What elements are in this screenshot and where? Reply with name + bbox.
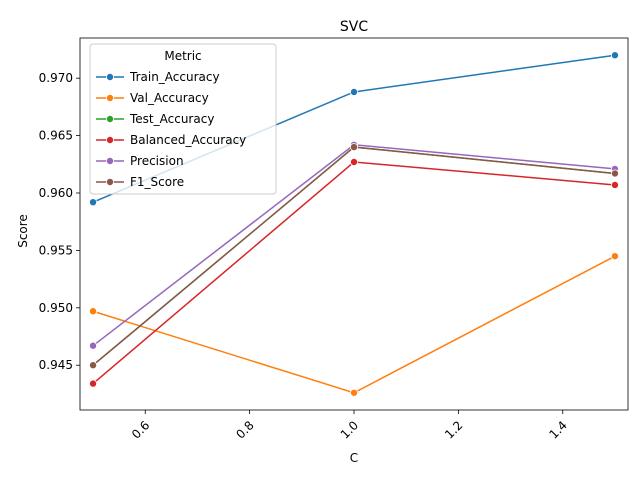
data-point-3-0 [89, 379, 98, 388]
legend-marker-1 [106, 94, 115, 103]
data-point-5-0 [89, 361, 98, 370]
legend-label-2: Test_Accuracy [129, 112, 214, 126]
legend-label-4: Precision [130, 154, 184, 168]
legend: Metric Train_Accuracy Val_Accuracy Test_Acc… [89, 43, 277, 195]
y-tick-label-2: 0.955 [39, 243, 73, 257]
data-point-4-0 [89, 341, 98, 350]
data-point-5-1 [349, 143, 358, 152]
legend-label-3: Balanced_Accuracy [130, 133, 246, 147]
legend-marker-2 [106, 115, 115, 124]
series-layer [89, 51, 619, 397]
y-tick-label-1: 0.950 [39, 301, 73, 315]
data-point-0-0 [89, 198, 98, 207]
y-tick-label-4: 0.965 [39, 129, 73, 143]
x-tick-label-3: 1.2 [442, 418, 465, 441]
series-line-3 [92, 161, 616, 385]
legend-label-1: Val_Accuracy [130, 91, 209, 105]
legend-label-0: Train_Accuracy [129, 70, 220, 84]
y-tick-label-5: 0.970 [39, 71, 73, 85]
data-point-3-1 [349, 157, 358, 166]
x-tick-label-4: 1.4 [546, 418, 569, 441]
data-point-3-2 [610, 180, 619, 189]
y-tick-label-3: 0.960 [39, 186, 73, 200]
data-point-1-1 [349, 388, 358, 397]
series-line-1 [92, 255, 616, 394]
data-point-5-2 [610, 169, 619, 178]
legend-marker-3 [106, 135, 115, 144]
y-axis-label: Score [16, 214, 30, 248]
legend-marker-5 [106, 177, 115, 186]
data-point-0-2 [610, 51, 619, 60]
data-point-0-1 [349, 87, 358, 96]
x-tick-label-0: 0.6 [129, 418, 152, 441]
x-tick-label-1: 0.8 [233, 418, 256, 441]
data-point-1-0 [89, 307, 98, 316]
legend-title: Metric [164, 49, 201, 63]
x-axis-label: C [350, 451, 358, 465]
chart-title: SVC [340, 19, 368, 35]
legend-marker-0 [106, 73, 115, 82]
y-tick-label-0: 0.945 [39, 358, 73, 372]
legend-box [89, 43, 277, 195]
legend-marker-4 [106, 156, 115, 165]
data-point-1-2 [610, 252, 619, 261]
legend-label-5: F1_Score [130, 175, 184, 189]
x-tick-label-2: 1.0 [338, 418, 361, 441]
